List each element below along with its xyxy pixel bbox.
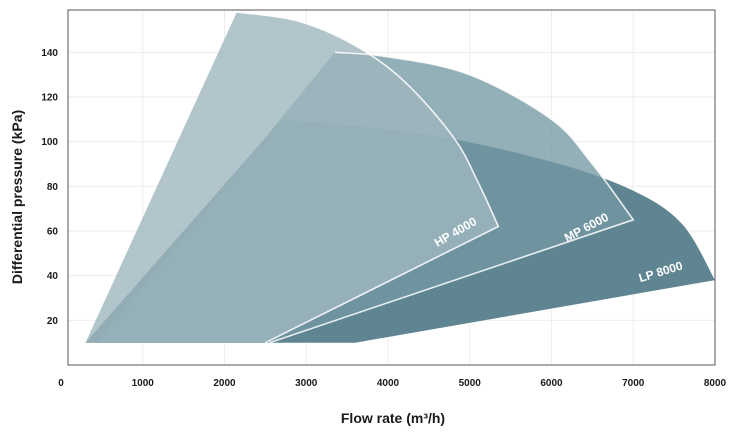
y-tick-labels: 20 40 60 80 100 120 140 — [41, 48, 58, 327]
x-tick-label: 8000 — [704, 378, 727, 389]
y-tick-label: 20 — [47, 316, 59, 327]
x-tick-label: 0 — [58, 378, 64, 389]
y-tick-label: 80 — [47, 182, 59, 193]
plot-frame — [67, 9, 716, 366]
y-tick-label: 100 — [41, 137, 58, 148]
x-tick-label: 7000 — [622, 378, 645, 389]
x-tick-label: 5000 — [459, 378, 482, 389]
y-axis-title: Differential pressure (kPa) — [9, 110, 25, 284]
x-tick-label: 2000 — [213, 378, 236, 389]
x-tick-label: 3000 — [295, 378, 318, 389]
y-tick-label: 60 — [47, 227, 59, 238]
x-tick-label: 4000 — [377, 378, 400, 389]
x-tick-labels: 0 1000 2000 3000 4000 5000 6000 7000 8000 — [58, 378, 726, 389]
x-tick-label: 1000 — [132, 378, 155, 389]
series-inner-curves — [236, 11, 635, 344]
x-tick-label: 6000 — [540, 378, 563, 389]
y-tick-label: 40 — [47, 271, 59, 282]
area-hp-4000 — [85, 12, 499, 343]
boundary-hp-4000 — [236, 11, 500, 344]
x-axis-title: Flow rate (m³/h) — [341, 410, 445, 426]
y-tick-label: 140 — [41, 48, 58, 59]
series-areas — [85, 12, 715, 343]
boundary-mp-6000 — [269, 51, 635, 344]
y-tick-label: 120 — [41, 93, 58, 104]
